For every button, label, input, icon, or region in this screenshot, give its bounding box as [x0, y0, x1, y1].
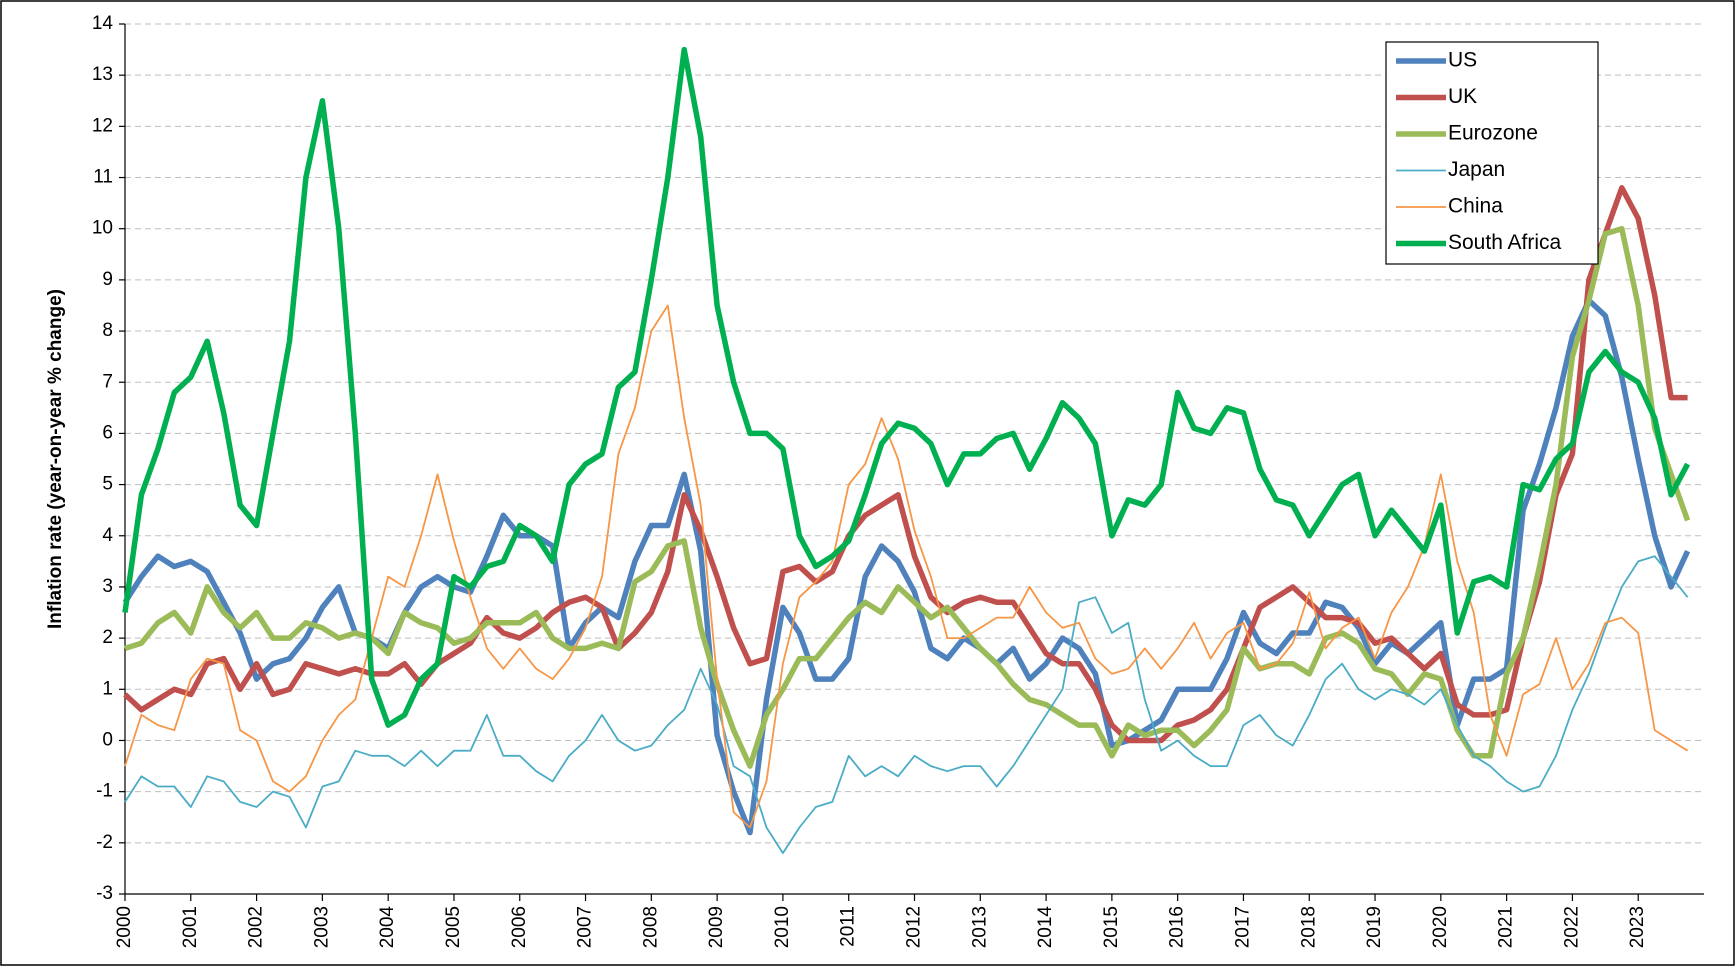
legend-label: South Africa [1448, 231, 1562, 254]
x-tick-label: 2009 [706, 906, 727, 948]
x-tick-label: 2005 [443, 906, 464, 948]
y-tick-label: 2 [102, 627, 113, 648]
x-tick-label: 2004 [377, 906, 398, 949]
y-tick-label: 6 [102, 422, 113, 443]
series-line [124, 225, 1691, 769]
y-axis-label: Inflation rate (year-on-year % change) [45, 289, 66, 629]
x-tick-label: 2011 [838, 906, 859, 947]
y-tick-label: 4 [102, 525, 113, 546]
x-tick-label: 2000 [114, 906, 135, 948]
y-tick-label: 8 [102, 320, 113, 341]
legend-label: UK [1448, 85, 1477, 108]
series-line [122, 46, 1691, 728]
y-tick-label: -1 [96, 781, 113, 802]
x-tick-label: 2003 [311, 906, 332, 948]
legend-label: Eurozone [1448, 122, 1538, 145]
x-tick-label: 2017 [1232, 906, 1253, 948]
x-tick-label: 2018 [1298, 906, 1319, 948]
y-tick-label: 11 [93, 167, 113, 188]
y-tick-label: 12 [92, 115, 113, 136]
y-tick-label: 7 [102, 371, 113, 392]
y-tick-label: -2 [96, 832, 113, 853]
y-tick-label: 10 [92, 218, 113, 239]
x-tick-label: 2007 [575, 906, 596, 948]
y-tick-label: 0 [102, 729, 113, 750]
series-line [124, 555, 1689, 854]
x-tick-label: 2010 [772, 906, 793, 948]
series-line [122, 297, 1691, 836]
x-tick-label: 2002 [246, 906, 267, 948]
y-tick-label: 9 [102, 269, 113, 290]
x-tick-label: 2012 [904, 906, 925, 948]
y-tick-label: 14 [92, 13, 114, 34]
y-tick-label: 13 [92, 64, 113, 85]
y-tick-label: 1 [102, 678, 113, 699]
x-tick-label: 2013 [969, 906, 990, 948]
y-tick-label: 5 [102, 474, 113, 495]
x-tick-label: 2019 [1364, 906, 1385, 948]
x-tick-label: 2006 [509, 906, 530, 948]
x-tick-label: 2023 [1627, 906, 1648, 948]
y-tick-label: -3 [96, 883, 113, 904]
legend-box [1385, 41, 1599, 265]
x-tick-label: 2016 [1167, 906, 1188, 948]
x-tick-label: 2020 [1430, 906, 1451, 948]
series-line [123, 185, 1688, 744]
x-tick-label: 2022 [1561, 906, 1582, 948]
legend-label: Japan [1448, 158, 1505, 181]
x-tick-label: 2021 [1496, 906, 1517, 948]
x-tick-label: 2008 [640, 906, 661, 948]
x-tick-label: 2015 [1101, 906, 1122, 948]
x-tick-label: 2014 [1035, 906, 1056, 949]
legend-label: US [1448, 49, 1477, 72]
x-tick-label: 2001 [180, 906, 201, 948]
y-tick-label: 3 [102, 576, 113, 597]
legend-label: China [1448, 195, 1503, 218]
series-line [124, 304, 1689, 829]
